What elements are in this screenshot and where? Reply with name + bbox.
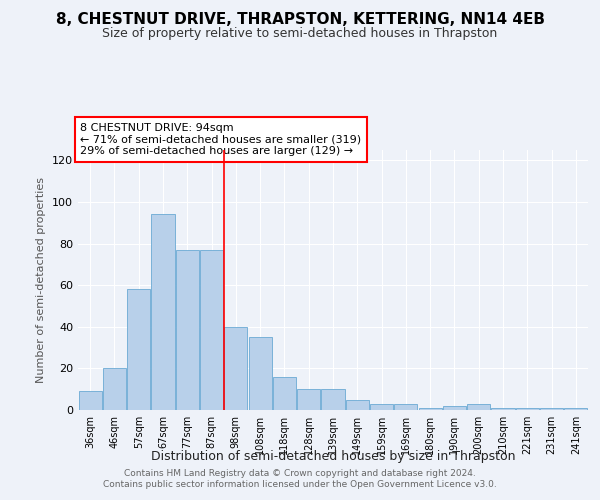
Text: Contains public sector information licensed under the Open Government Licence v3: Contains public sector information licen… (103, 480, 497, 489)
Bar (443, 406, 466, 410)
Bar (297, 389, 320, 410)
Bar (565, 408, 587, 410)
Bar (79, 392, 101, 410)
Bar (516, 408, 539, 410)
Text: Size of property relative to semi-detached houses in Thrapston: Size of property relative to semi-detach… (103, 28, 497, 40)
Bar (346, 400, 369, 410)
Bar (248, 337, 272, 410)
Bar (273, 376, 296, 410)
Bar (370, 404, 393, 410)
Bar (176, 250, 199, 410)
Bar (322, 389, 344, 410)
Bar (491, 408, 515, 410)
Text: 8, CHESTNUT DRIVE, THRAPSTON, KETTERING, NN14 4EB: 8, CHESTNUT DRIVE, THRAPSTON, KETTERING,… (56, 12, 545, 28)
Bar (467, 404, 490, 410)
Text: 8 CHESTNUT DRIVE: 94sqm
← 71% of semi-detached houses are smaller (319)
29% of s: 8 CHESTNUT DRIVE: 94sqm ← 71% of semi-de… (80, 123, 362, 156)
Y-axis label: Number of semi-detached properties: Number of semi-detached properties (37, 177, 46, 383)
Bar (224, 327, 247, 410)
Bar (127, 290, 150, 410)
Bar (394, 404, 418, 410)
Bar (419, 408, 442, 410)
Bar (200, 250, 223, 410)
Bar (540, 408, 563, 410)
Bar (103, 368, 126, 410)
Bar (151, 214, 175, 410)
Text: Distribution of semi-detached houses by size in Thrapston: Distribution of semi-detached houses by … (151, 450, 515, 463)
Text: Contains HM Land Registry data © Crown copyright and database right 2024.: Contains HM Land Registry data © Crown c… (124, 468, 476, 477)
